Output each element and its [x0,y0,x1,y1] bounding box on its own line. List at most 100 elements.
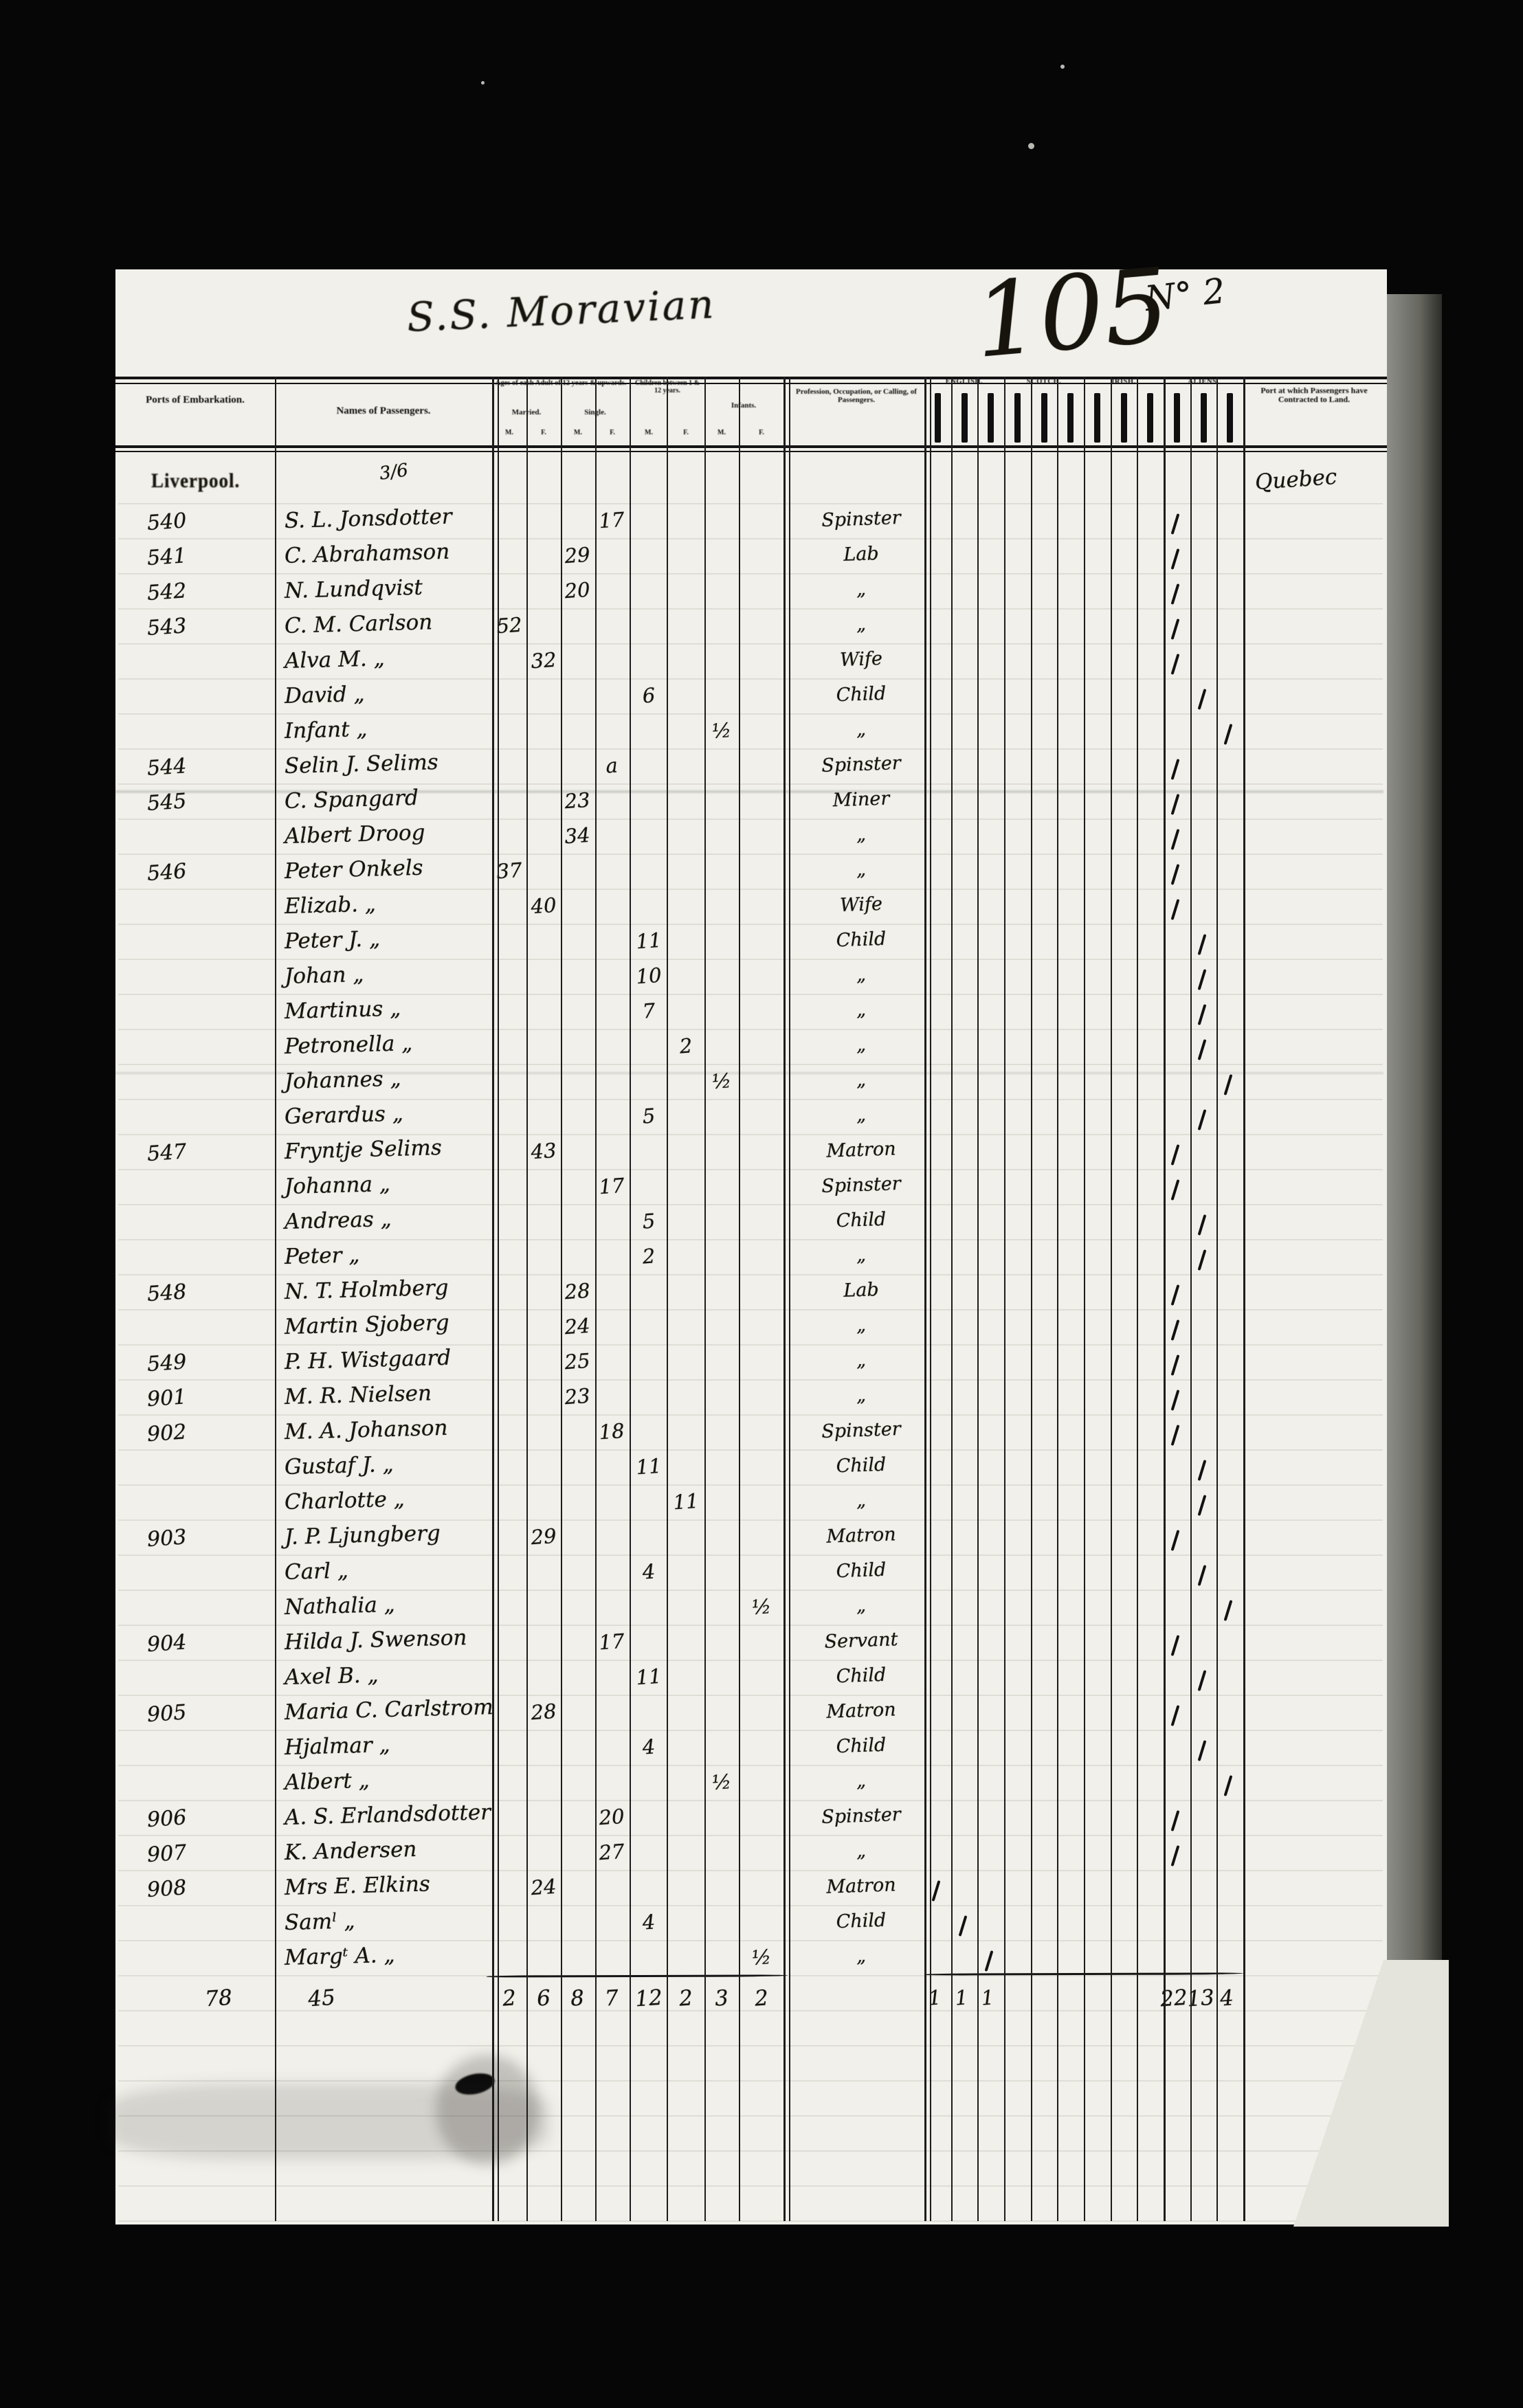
passenger-row: Peter J. „ 11 Child [115,926,1383,963]
tally-mark [1223,1600,1233,1621]
passenger-occupation: Child [836,1559,887,1583]
passenger-number: 542 [146,579,188,606]
passenger-row: Elizab. „ 40 Wife [115,892,1383,928]
total-value: 1 [980,1985,995,2010]
header-nationality-label: ENGLISH. [945,378,983,386]
passenger-number: 902 [146,1420,188,1447]
passenger-occupation: Lab [843,543,880,566]
passenger-age: 23 [564,788,591,814]
column-line [1031,377,1032,2221]
passenger-age: 29 [530,1524,557,1550]
total-value: 2 [753,1985,770,2011]
passenger-row: 540 S. L. Jonsdotter 17 Spinster [115,504,1383,543]
passenger-row: 549 P. H. Wistgaard 25 „ [115,1346,1383,1384]
passenger-row: Albert „ ½ „ [115,1768,1383,1805]
nationality-subcolumn-bar [1174,393,1180,443]
passenger-number: 906 [146,1805,188,1833]
passenger-name: Albert „ [284,1768,370,1795]
passenger-occupation: Spinster [821,506,902,532]
passenger-name: Charlotte „ [284,1486,405,1515]
passenger-age: 28 [564,1278,591,1304]
tally-mark [1170,864,1180,885]
tally-mark [1170,1319,1180,1341]
passenger-occupation: „ [856,1594,867,1617]
passenger-age: 43 [530,1138,557,1164]
passenger-name: Albert Droog [284,820,425,849]
column-line [783,377,786,2221]
column-line [275,377,276,2221]
tally-mark [1197,689,1207,710]
passenger-name: Johanna „ [284,1171,391,1199]
tally-mark [1170,899,1180,920]
total-value: 7 [603,1985,620,2011]
passenger-row: Carl „ 4 Child [115,1559,1383,1594]
total-value: 1 [954,1985,969,2010]
passenger-row: Martinus „ 7 „ [115,996,1383,1034]
passenger-row: Infant „ ½ „ [115,717,1383,753]
passenger-age: 4 [641,1910,656,1935]
column-line [739,377,740,2221]
passenger-occupation: Child [836,1664,887,1688]
ship-title: S.S. Moravian [405,280,717,341]
passenger-age: 11 [635,1453,663,1480]
passenger-name: Andreas „ [284,1206,392,1234]
passenger-row: Johannes „ ½ „ [115,1067,1383,1104]
passenger-age: 11 [635,1664,663,1690]
passenger-age: 17 [598,1173,625,1199]
tally-mark [1170,583,1180,605]
column-line [930,377,931,2221]
tally-mark [1170,1144,1180,1166]
passenger-row: 541 C. Abrahamson 29 Lab [115,539,1383,578]
column-line [561,377,562,2221]
column-line [951,377,953,2221]
nationality-subcolumn-bar [1147,393,1153,443]
passenger-age: 20 [598,1804,625,1830]
passenger-name: David „ [284,681,365,709]
passenger-number: 908 [146,1875,188,1903]
passenger-name: C. M. Carlson [284,610,433,638]
passenger-occupation: „ [856,1104,867,1126]
passenger-age: 34 [564,823,591,849]
header-nationality-label: IRISH. [1111,378,1136,386]
passenger-occupation: Child [836,1734,887,1758]
passenger-name: C. Spangard [284,785,419,814]
page-number: 105 [970,246,1174,381]
header-sex-label: F. [610,429,615,436]
total-value: 45 [307,1985,336,2012]
passenger-occupation: „ [856,823,867,846]
passenger-occupation: Spinster [821,1418,902,1443]
passenger-age: 20 [564,577,591,603]
tally-mark [1170,1810,1180,1831]
column-line [1190,377,1192,2221]
passenger-age: 4 [641,1735,656,1759]
passenger-name: Selin J. Selims [284,750,439,779]
total-value: 2 [501,1985,518,2011]
passenger-occupation: Child [836,928,887,952]
passenger-occupation: Matron [825,1524,897,1548]
passenger-age: 24 [564,1313,591,1339]
header-rule [115,383,1387,384]
passenger-name: Petronella „ [284,1031,413,1059]
passenger-name: Maria C. Carlstrom [284,1695,494,1725]
passenger-name: Gerardus „ [284,1101,404,1129]
total-value: 2 [678,1985,694,2011]
passenger-age: ½ [711,718,733,743]
passenger-occupation: Child [836,682,887,706]
tally-mark [1197,1039,1207,1060]
passenger-age: 4 [641,1559,656,1584]
nationality-subcolumn-bar [988,393,994,443]
passenger-number: 545 [146,789,188,816]
passenger-occupation: Spinster [821,1172,902,1198]
tally-mark [1170,513,1180,535]
header-sex-label: F. [683,429,689,436]
passenger-name: Alva M. „ [284,646,386,673]
passenger-occupation: Wife [839,647,883,671]
passenger-occupation: „ [856,1314,867,1337]
column-line [924,377,926,2221]
nationality-subcolumn-bar [961,393,968,443]
nationality-subcolumn-bar [1227,393,1233,443]
passenger-age: 11 [635,928,663,954]
passenger-number: 905 [146,1700,188,1728]
passenger-age: ½ [751,1945,772,1970]
passenger-name: Margᵗ A. „ [284,1942,395,1970]
